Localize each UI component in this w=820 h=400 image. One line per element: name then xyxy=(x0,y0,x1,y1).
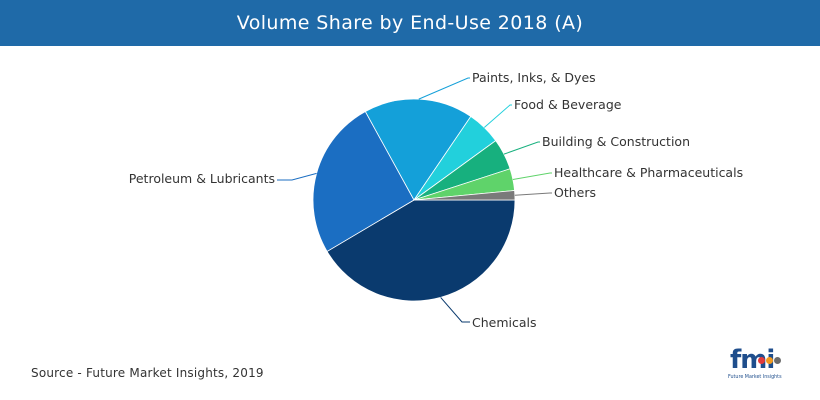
logo-tagline: Future Market Insights xyxy=(728,375,782,380)
pie-slices xyxy=(312,98,516,302)
logo-dot-red xyxy=(758,357,765,364)
pie-label-paints-inks-dyes: Paints, Inks, & Dyes xyxy=(472,70,596,85)
pie-label-food-beverage: Food & Beverage xyxy=(514,97,622,112)
pie-slice-chemicals xyxy=(326,199,516,302)
leader-line-food-beverage xyxy=(483,104,512,128)
pie-slice-paints-inks-dyes xyxy=(364,98,472,201)
logo-dot-orange xyxy=(766,357,773,364)
pie-label-petroleum-lubricants: Petroleum & Lubricants xyxy=(129,171,275,186)
leader-line-healthcare-pharmaceuticals xyxy=(512,172,552,181)
leader-line-paints-inks-dyes xyxy=(418,77,470,100)
chart-title: Volume Share by End-Use 2018 (A) xyxy=(236,12,584,34)
logo-dots xyxy=(758,349,786,364)
logo-dot-grey xyxy=(774,357,781,364)
fmi-logo: fmi Future Market Insights xyxy=(728,346,788,386)
source-note: Source - Future Market Insights, 2019 xyxy=(31,366,264,380)
pie-label-healthcare-pharmaceuticals: Healthcare & Pharmaceuticals xyxy=(554,165,743,180)
pie-leader-lines xyxy=(277,77,552,323)
pie-label-building-construction: Building & Construction xyxy=(542,134,690,149)
pie-label-others: Others xyxy=(554,185,596,200)
chart-title-bar: Volume Share by End-Use 2018 (A) xyxy=(0,0,820,46)
leader-line-building-construction xyxy=(503,141,540,155)
leader-line-chemicals xyxy=(440,297,470,323)
pie-slice-petroleum-lubricants xyxy=(312,110,415,252)
pie-label-chemicals: Chemicals xyxy=(472,315,537,330)
pie-labels: Chemicals Petroleum & Lubricants Paints, I… xyxy=(129,70,743,330)
leader-line-petroleum-lubricants xyxy=(277,172,317,181)
leader-line-others xyxy=(514,192,552,196)
